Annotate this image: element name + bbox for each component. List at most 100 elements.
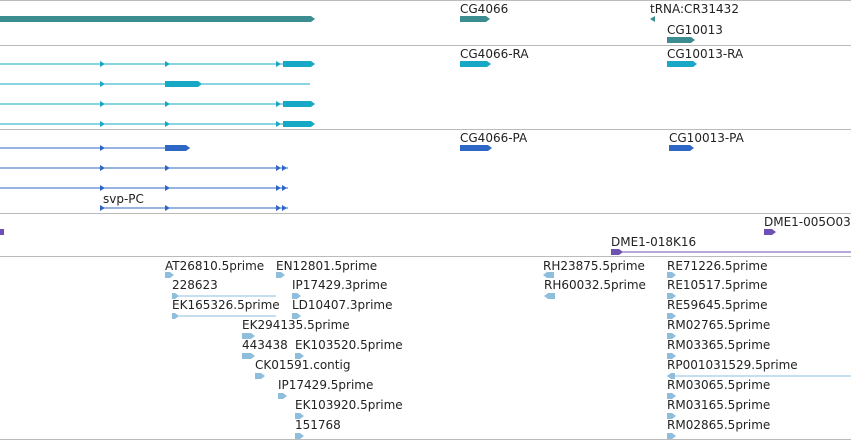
label-est: EK103520.5prime <box>295 338 403 352</box>
track-divider <box>0 0 851 1</box>
est-glyph <box>172 313 179 319</box>
est-glyph <box>276 272 285 278</box>
label-est: RM02765.5prime <box>667 318 771 332</box>
cds-exon <box>165 185 170 191</box>
gene-glyph <box>667 37 695 43</box>
est-glyph <box>667 393 676 399</box>
label-est: EK103920.5prime <box>295 398 403 412</box>
est-glyph <box>255 373 265 379</box>
est-glyph <box>242 353 255 359</box>
label-est: RM03065.5prime <box>667 378 771 392</box>
transcript-exon <box>100 61 105 67</box>
label-est: 228623 <box>172 278 218 292</box>
label-est: RH23875.5prime <box>543 259 645 273</box>
label-cg10013: CG10013 <box>667 23 723 37</box>
transcript-exon <box>100 121 105 127</box>
transcript-exon <box>283 101 315 107</box>
cds-exon <box>276 185 281 191</box>
cds-exon <box>276 165 281 171</box>
est-glyph <box>543 272 554 278</box>
cds-exon <box>282 185 287 191</box>
est-glyph <box>295 413 304 419</box>
cds-exon <box>100 205 105 211</box>
est-glyph <box>667 373 675 379</box>
label-est: 443438 <box>242 338 288 352</box>
cds-exon <box>165 145 190 151</box>
transcript-exon <box>165 101 170 107</box>
cds-exon <box>282 165 287 171</box>
label-est: IP17429.3prime <box>292 278 388 292</box>
label-cg4066-ra: CG4066-RA <box>460 47 529 61</box>
est-glyph <box>544 293 555 299</box>
transcript-exon <box>276 61 281 67</box>
label-est: RH60032.5prime <box>544 278 646 292</box>
label-cg4066-pa: CG4066-PA <box>460 131 528 145</box>
label-cg10013-ra: CG10013-RA <box>667 47 744 61</box>
transcript-exon <box>165 121 170 127</box>
est-glyph <box>667 353 676 359</box>
cds-exon <box>100 165 105 171</box>
track-divider <box>0 45 851 46</box>
label-cg10013-pa: CG10013-PA <box>669 131 744 145</box>
est-glyph <box>667 433 676 439</box>
label-dme1-018k16: DME1-018K16 <box>611 235 697 249</box>
label-est: RM03365.5prime <box>667 338 771 352</box>
transcript-exon <box>100 81 105 87</box>
label-cg4066: CG4066 <box>460 2 509 16</box>
est-glyph <box>172 293 179 299</box>
cds-exon <box>165 205 170 211</box>
transcript-exon <box>283 61 315 67</box>
clone-glyph <box>0 229 4 235</box>
clone-glyph <box>764 229 776 235</box>
est-glyph <box>667 293 676 299</box>
transcript-exon <box>283 121 315 127</box>
cds-exon <box>460 145 492 151</box>
label-dme1-005o03: DME1-005O03 <box>764 215 851 229</box>
clone-glyph <box>611 249 623 255</box>
label-svp-pc: svp-PC <box>103 192 144 206</box>
gene-glyph <box>650 16 655 22</box>
est-glyph <box>242 333 255 339</box>
cds-exon <box>282 205 287 211</box>
label-est: RE71226.5prime <box>667 259 768 273</box>
cds-exon <box>669 145 694 151</box>
est-glyph <box>667 272 676 278</box>
est-glyph <box>165 272 174 278</box>
track-divider <box>0 256 851 257</box>
label-est: EN12801.5prime <box>276 259 378 273</box>
est-glyph <box>292 293 301 299</box>
label-trna-cr31432: tRNA:CR31432 <box>650 2 739 16</box>
gene-glyph <box>0 16 315 22</box>
est-glyph <box>295 433 304 439</box>
cds-exon <box>100 145 105 151</box>
transcript-exon <box>276 121 281 127</box>
track-divider <box>0 129 851 130</box>
est-glyph <box>667 333 676 339</box>
label-est: EK294135.5prime <box>242 318 350 332</box>
label-est: RP001031529.5prime <box>667 358 798 372</box>
gene-glyph <box>460 16 490 22</box>
transcript-exon <box>165 81 202 87</box>
label-est: 151768 <box>295 418 341 432</box>
label-est: EK165326.5prime <box>172 298 280 312</box>
track-divider <box>0 439 851 440</box>
track-divider <box>0 213 851 214</box>
est-glyph <box>295 353 304 359</box>
label-est: LD10407.3prime <box>292 298 393 312</box>
label-est: RM02865.5prime <box>667 418 771 432</box>
transcript-exon <box>460 61 491 67</box>
transcript-exon <box>667 61 697 67</box>
label-est: IP17429.5prime <box>278 378 374 392</box>
label-est: CK01591.contig <box>255 358 351 372</box>
est-glyph <box>278 393 287 399</box>
est-glyph <box>667 413 676 419</box>
est-glyph <box>292 313 301 319</box>
label-est: RE10517.5prime <box>667 278 768 292</box>
cds-exon <box>276 205 281 211</box>
label-est: RM03165.5prime <box>667 398 771 412</box>
est-glyph <box>667 313 676 319</box>
transcript-exon <box>276 101 281 107</box>
cds-exon <box>165 165 170 171</box>
